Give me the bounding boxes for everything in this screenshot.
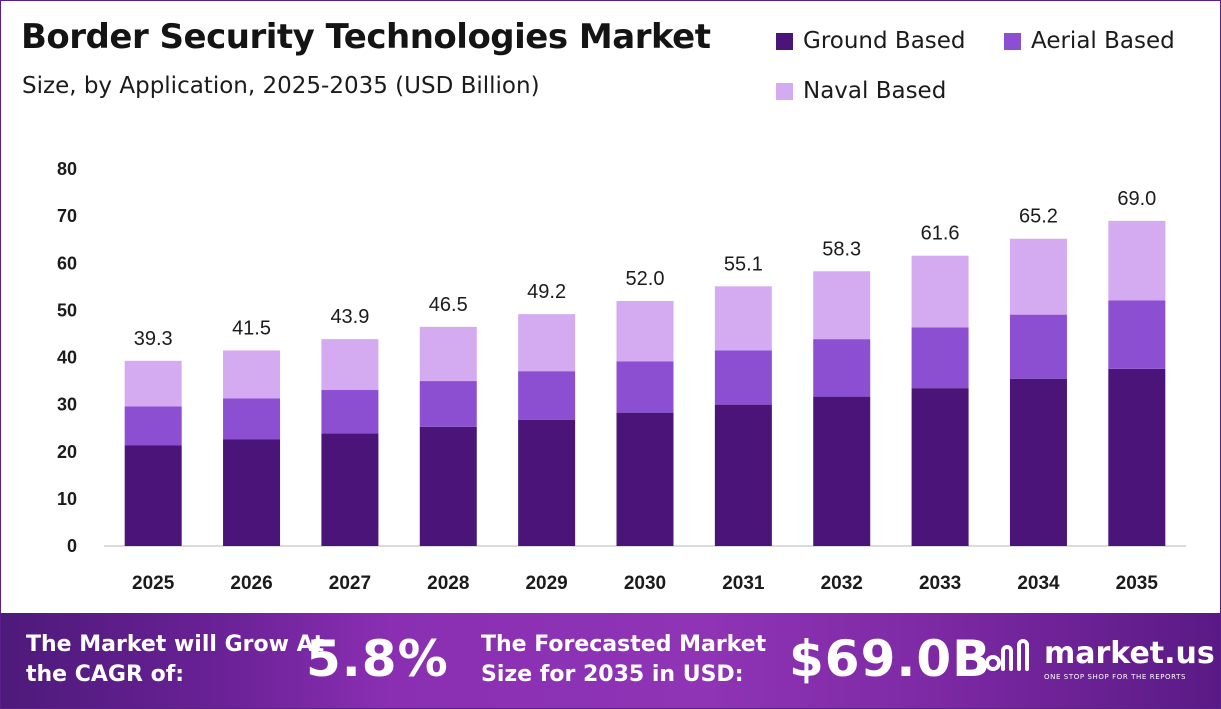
bar-segment-ground-based-2030	[616, 412, 674, 546]
x-tick-label-2025: 2025	[132, 573, 175, 594]
bar-segment-ground-based-2033	[911, 388, 969, 546]
forecast-label: The Forecasted Market Size for 2035 in U…	[481, 632, 767, 687]
bar-segment-naval-based-2025	[124, 360, 182, 407]
bar-segment-aerial-based-2028	[419, 381, 477, 427]
cagr-value: 5.8%	[306, 630, 449, 688]
y-tick-label-80: 80	[57, 159, 77, 179]
legend-item-naval-based: Naval Based	[776, 78, 946, 104]
market-us-logo-icon	[986, 639, 1029, 671]
bar-segment-ground-based-2025	[124, 445, 182, 546]
x-tick-label-2028: 2028	[427, 573, 469, 594]
y-tick-label-50: 50	[57, 300, 77, 320]
bar-segment-ground-based-2029	[518, 419, 576, 546]
x-tick-label-2029: 2029	[525, 573, 567, 594]
bar-segment-naval-based-2034	[1009, 238, 1067, 315]
x-tick-label-2034: 2034	[1017, 573, 1060, 594]
brand-name: market.us	[1044, 636, 1215, 671]
x-tick-label-2035: 2035	[1116, 573, 1159, 594]
bar-segment-naval-based-2027	[321, 339, 379, 391]
bar-segment-ground-based-2027	[321, 433, 379, 546]
bar-segment-naval-based-2029	[518, 314, 576, 372]
bar-segment-aerial-based-2034	[1009, 314, 1067, 379]
bar-segment-aerial-based-2030	[616, 361, 674, 413]
bar-total-label-2025: 39.3	[134, 328, 173, 350]
y-tick-label-20: 20	[57, 442, 77, 462]
bar-segment-naval-based-2026	[223, 350, 281, 399]
x-tick-label-2031: 2031	[722, 573, 765, 594]
bar-segment-naval-based-2028	[419, 326, 477, 382]
bar-segment-ground-based-2032	[813, 396, 871, 546]
legend-label-ground-based: Ground Based	[803, 28, 966, 54]
x-tick-label-2032: 2032	[821, 573, 863, 594]
bar-segment-aerial-based-2029	[518, 371, 576, 420]
bar-segment-naval-based-2031	[714, 286, 772, 351]
bar-total-label-2028: 46.5	[429, 294, 468, 316]
legend-item-ground-based: Ground Based	[776, 28, 966, 54]
bar-segment-naval-based-2032	[813, 271, 871, 340]
bar-total-label-2026: 41.5	[232, 317, 271, 339]
bar-segment-aerial-based-2031	[714, 350, 772, 405]
bar-segment-aerial-based-2025	[124, 406, 182, 446]
y-tick-label-60: 60	[57, 253, 77, 273]
bar-total-label-2033: 61.6	[921, 223, 960, 245]
chart-title: Border Security Technologies Market	[21, 17, 711, 57]
y-tick-label-40: 40	[57, 348, 77, 368]
chart-subtitle: Size, by Application, 2025-2035 (USD Bil…	[22, 73, 540, 99]
forecast-value: $69.0B	[789, 630, 992, 688]
x-tick-label-2027: 2027	[329, 573, 371, 594]
bar-segment-aerial-based-2033	[911, 327, 969, 389]
y-tick-label-30: 30	[57, 395, 77, 415]
bar-segment-naval-based-2033	[911, 255, 969, 328]
y-tick-label-0: 0	[67, 536, 77, 556]
bar-total-label-2027: 43.9	[330, 306, 369, 328]
x-tick-label-2026: 2026	[230, 573, 272, 594]
y-tick-label-70: 70	[57, 206, 77, 226]
bar-segment-aerial-based-2035	[1108, 300, 1166, 369]
bar-segment-ground-based-2031	[714, 404, 772, 546]
bar-total-label-2034: 65.2	[1019, 206, 1058, 228]
bar-segment-ground-based-2034	[1009, 378, 1067, 546]
legend-label-aerial-based: Aerial Based	[1031, 28, 1175, 54]
bar-segment-ground-based-2026	[223, 439, 281, 546]
bar-total-label-2035: 69.0	[1117, 188, 1156, 210]
bar-segment-aerial-based-2027	[321, 390, 379, 434]
legend-swatch-aerial-based	[1004, 32, 1021, 50]
summary-band: The Market will Grow At the CAGR of: 5.8…	[1, 613, 1220, 708]
bar-total-label-2032: 58.3	[822, 238, 861, 260]
y-tick-label-10: 10	[57, 489, 77, 509]
bar-segment-ground-based-2028	[419, 426, 477, 546]
cagr-label: The Market will Grow At the CAGR of:	[26, 632, 325, 687]
bar-segment-naval-based-2035	[1108, 220, 1166, 301]
x-tick-label-2033: 2033	[919, 573, 961, 594]
bar-segment-naval-based-2030	[616, 300, 674, 362]
legend-swatch-ground-based	[776, 32, 793, 50]
bar-total-label-2029: 49.2	[527, 281, 566, 303]
legend-item-aerial-based: Aerial Based	[1004, 28, 1175, 54]
bar-segment-aerial-based-2026	[223, 398, 281, 440]
brand-logo: market.us ONE STOP SHOP FOR THE REPORTS	[986, 635, 1215, 691]
stacked-bar-chart: 0102030405060708039.3202541.5202643.9202…	[57, 159, 1186, 594]
brand-tagline: ONE STOP SHOP FOR THE REPORTS	[1044, 673, 1187, 681]
bar-segment-aerial-based-2032	[813, 339, 871, 397]
legend-label-naval-based: Naval Based	[803, 78, 947, 104]
legend-swatch-naval-based	[776, 82, 793, 100]
x-tick-label-2030: 2030	[624, 573, 666, 594]
bar-segment-ground-based-2035	[1108, 368, 1166, 546]
bar-total-label-2030: 52.0	[626, 268, 665, 290]
bar-total-label-2031: 55.1	[724, 253, 763, 275]
